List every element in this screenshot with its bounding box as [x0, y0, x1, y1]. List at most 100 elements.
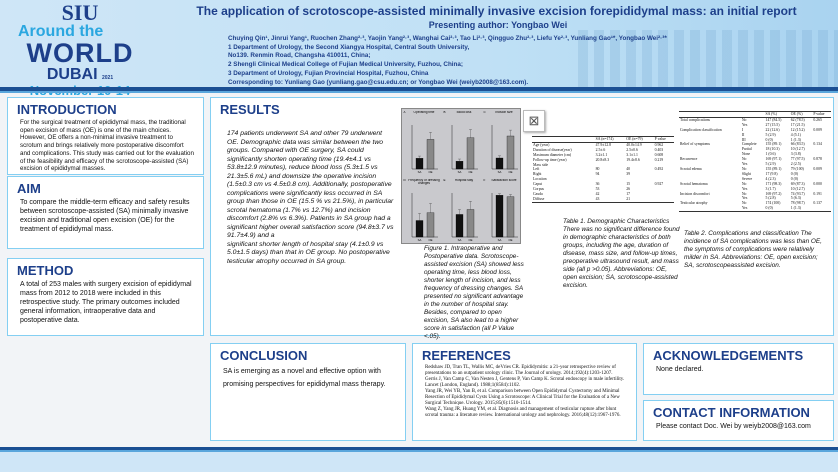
image-placeholder-icon: ⊠ [523, 110, 545, 132]
authors: Chuying Qin¹, Jinrui Yang¹, Ruochen Zhan… [228, 35, 667, 42]
panel-title-box: Incision size [495, 111, 512, 114]
x-tick-label: OE [508, 238, 512, 242]
table-cell: 22 (12.6) [765, 127, 780, 132]
section-title: INTRODUCTION [17, 102, 117, 117]
reference-item: Redshaw JD, Tran TL, Wallis MC, deVries … [425, 365, 616, 376]
siu-logo: SIU Around the WORLD DUBAI 2021 November… [10, 0, 150, 98]
x-tick-label: OE [468, 170, 472, 174]
table-cell: 62 (78.5) [790, 117, 805, 122]
table-cell: Corpus [533, 187, 544, 192]
table-cell: 5 (2.9) [765, 162, 776, 167]
column-header: OE (n=79) [626, 137, 643, 141]
table-cell: 10 (12.7) [790, 147, 805, 152]
panel-label: B [444, 110, 446, 114]
table-cell: Complication classification [680, 127, 722, 132]
table-cell: 1 (1.3) [790, 137, 801, 142]
logo-around: Around the [18, 23, 104, 40]
table-cell: 26 [626, 187, 631, 192]
results-text: 174 patients underwent SA and other 79 u… [227, 130, 395, 266]
table-cell: 155 (89.1) [765, 142, 782, 147]
reference-item: Wang Z, Yang JR, Huang YM, et al. Diagno… [425, 407, 621, 418]
table-cell: No [741, 117, 747, 122]
table-cell: 3.2±1.1 [595, 152, 608, 157]
x-tick-label: SA [458, 170, 462, 174]
table-row: Incision discomfort No 169 (97.2) 74 (93.7)… [679, 192, 831, 197]
panel-title-box: Frequency of dressing changes [408, 179, 440, 185]
table-cell: 2.5±0.6 [626, 147, 638, 152]
results-section: RESULTS 174 patients underwent SA and ot… [210, 97, 834, 340]
bar-oe [426, 139, 435, 170]
header-divider [0, 87, 838, 93]
table-cell: 0.000 [813, 181, 822, 186]
panel-title: Satisfaction score [491, 178, 517, 182]
figure-1: A Operating time SA OE B Blood loss SA OE C Incis… [401, 108, 521, 244]
table-cell: 5 (6.3) [790, 196, 801, 201]
table-header-row: SA (%) OE (%) P value [679, 111, 831, 118]
panel-label: A [404, 110, 406, 114]
table-1-caption: Table 1. Demographic Characteristics The… [563, 218, 680, 289]
x-tick-label: SA [418, 170, 422, 174]
table-cell: 79 (100) [790, 166, 804, 171]
table-cell: 43 [595, 196, 600, 201]
bar-oe [466, 209, 475, 238]
table-cell: 155 (89.1) [765, 166, 782, 171]
panel-title-box: Satisfaction score [491, 178, 517, 182]
table-cell: Scrotal edema [680, 166, 702, 171]
table-cell: Follow-up time (year) [533, 157, 567, 162]
contact-text: Please contact Doc. Wei by weiyb2008@163… [656, 423, 811, 430]
panel-title: Hospital stay [454, 178, 474, 182]
table-cell: 53 [595, 187, 600, 192]
x-tick-label: OE [428, 170, 432, 174]
table-cell: 80 [595, 167, 600, 172]
table-cell: 0.265 [813, 117, 822, 122]
intro-section: INTRODUCTION For the surgical treatment … [7, 97, 204, 175]
table-row: Yes 5 (2.8) 5 (6.3) [679, 196, 831, 201]
x-tick-label: OE [508, 170, 512, 174]
table-row: Yes 5 (2.9) 2 (2.5) [679, 162, 831, 167]
poster-footer [0, 447, 838, 472]
table-cell: Age (year) [533, 142, 550, 147]
table-cell: 17 [626, 191, 631, 196]
column-header: P value [654, 137, 666, 141]
table-2: SA (%) OE (%) P value Total complications No… [679, 111, 831, 212]
table-cell: Diffuse [533, 196, 545, 201]
poster-title: The application of scrotoscope-assisted … [196, 4, 797, 18]
table-row: Maximum diameter (cm) 3.2±1.1 3.1±1.1 0.608 [532, 153, 674, 158]
contact-section: CONTACT INFORMATION Please contact Doc. … [643, 400, 834, 441]
logo-siu: SIU [61, 0, 99, 25]
table-header-row: SA (n=174) OE (n=79) P value [532, 136, 674, 143]
affiliation: 3 Department of Urology, Fujian Provinci… [228, 69, 429, 77]
table-cell: 1 (0.6) [765, 152, 776, 157]
table-cell: Caput [533, 182, 543, 187]
table-row: None 1 (0.6) 3 (3.8) [679, 152, 831, 157]
references-section: REFERENCES Redshaw JD, Tran TL, Wallis M… [412, 343, 637, 441]
table-cell: 36 [595, 182, 600, 187]
logo-year: 2021 [102, 75, 114, 81]
table-row: Severe 4 (2.3) 0 (0) [679, 177, 831, 182]
table-row: Age (year) 47.9±12.8 40.0±14.9 0.962 [532, 142, 674, 147]
table-row: Yes 3 (1.7) 10 (12.7) [679, 187, 831, 192]
table-cell: 21 [626, 196, 631, 201]
table-cell: 0 (0) [765, 206, 773, 211]
panel-title: Blood loss [456, 110, 472, 114]
table-cell: No [741, 166, 747, 171]
table-cell: Maximum diameter (cm) [533, 152, 572, 157]
intro-text: For the surgical treatment of epididymal… [20, 119, 194, 173]
table-cell: 94 [595, 172, 600, 177]
ack-text: None declared. [656, 366, 704, 373]
table-cell: 0 (0) [765, 137, 773, 142]
table-cell: Testicular atrophy [680, 201, 708, 206]
table-cell: 10 (12.7) [790, 186, 805, 191]
table-cell: 0.492 [654, 167, 664, 172]
table-cell: 147 (84.5) [765, 117, 782, 122]
table-cell: 40.0±14.9 [626, 142, 642, 147]
table-cell: None [741, 152, 751, 157]
table-row: Yes 0 (0) 1 (1.3) [679, 206, 831, 212]
table-row: Partial 18 (10.3) 10 (12.7) [679, 147, 831, 152]
table-row: Left 80 40 0.492 [532, 167, 674, 172]
table-cell: 0 (0) [790, 171, 799, 176]
bar-sa [415, 158, 424, 170]
panel-label: C [484, 110, 487, 114]
table-cell: Left [533, 167, 540, 172]
table-cell: 0.219 [654, 157, 664, 162]
